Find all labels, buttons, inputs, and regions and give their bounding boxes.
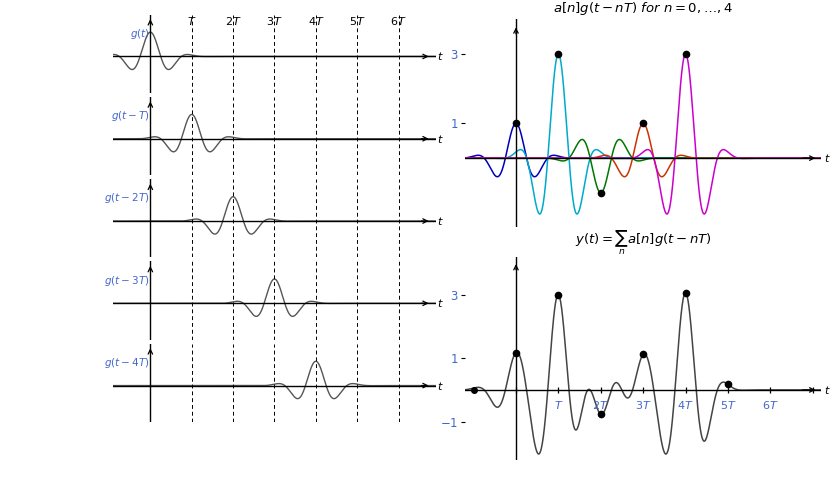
Text: $g(t-2T)$: $g(t-2T)$ [104, 191, 149, 205]
Text: $g(t-3T)$: $g(t-3T)$ [104, 273, 149, 287]
Text: $t$: $t$ [437, 50, 444, 62]
Text: $3T$: $3T$ [635, 399, 651, 411]
Text: $T$: $T$ [554, 399, 563, 411]
Text: $5T$: $5T$ [349, 15, 365, 28]
Text: $g(t)$: $g(t)$ [130, 27, 149, 41]
Text: $5T$: $5T$ [720, 399, 737, 411]
Text: $T$: $T$ [187, 15, 196, 28]
Title: $a[n]g(t - nT)$ for $n = 0, \ldots, 4$: $a[n]g(t - nT)$ for $n = 0, \ldots, 4$ [553, 0, 733, 17]
Text: $t$: $t$ [825, 384, 831, 396]
Text: $t$: $t$ [825, 152, 831, 164]
Text: $3T$: $3T$ [266, 15, 282, 28]
Title: $y(t) = \sum_n a[n]g(t - nT)$: $y(t) = \sum_n a[n]g(t - nT)$ [575, 228, 711, 257]
Text: $g(t-T)$: $g(t-T)$ [111, 109, 149, 123]
Text: $4T$: $4T$ [308, 15, 324, 28]
Text: $2T$: $2T$ [225, 15, 241, 28]
Text: $t$: $t$ [437, 215, 444, 227]
Text: $6T$: $6T$ [391, 15, 406, 28]
Text: $t$: $t$ [437, 379, 444, 392]
Text: $2T$: $2T$ [592, 399, 609, 411]
Text: $t$: $t$ [437, 297, 444, 309]
Text: $g(t-4T)$: $g(t-4T)$ [104, 356, 149, 370]
Text: $t$: $t$ [437, 133, 444, 145]
Text: $6T$: $6T$ [762, 399, 779, 411]
Text: $4T$: $4T$ [677, 399, 694, 411]
